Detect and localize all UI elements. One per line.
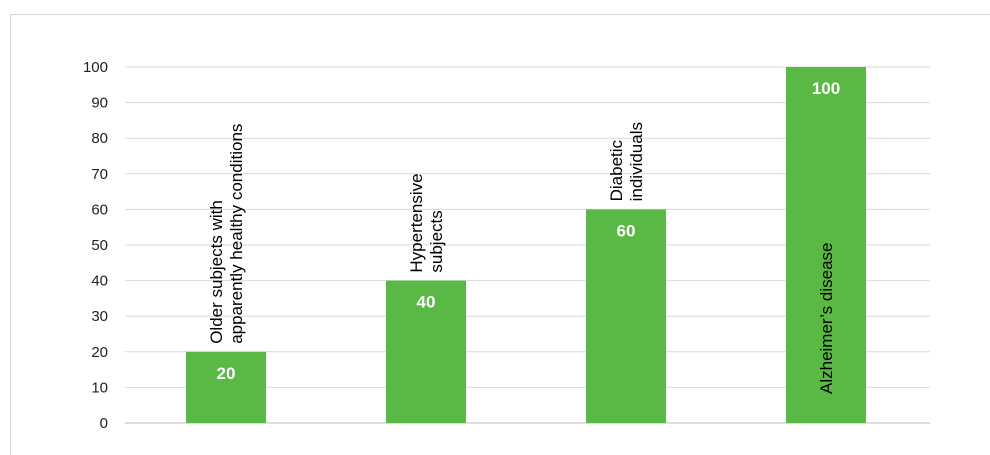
y-tick-label: 10 <box>91 379 108 396</box>
category-label: apparently healthy conditions <box>227 124 246 344</box>
y-tick-label: 70 <box>91 166 108 183</box>
data-label: 60 <box>617 221 636 240</box>
y-tick-label: 50 <box>91 237 108 254</box>
y-tick-label: 30 <box>91 308 108 325</box>
y-tick-label: 40 <box>91 273 108 290</box>
category-label: subjects <box>427 210 446 272</box>
bar <box>186 351 266 423</box>
data-label: 20 <box>217 364 236 383</box>
bars: 20 40 60 100 <box>186 67 866 423</box>
bar <box>786 67 866 423</box>
category-label: Alzheimer’s disease <box>817 243 836 395</box>
data-label: 40 <box>417 293 436 312</box>
y-axis-tick-labels: 0 10 20 30 40 50 60 70 80 90 100 <box>83 59 108 432</box>
chart-frame <box>10 14 990 455</box>
data-label: 100 <box>812 79 840 98</box>
bar <box>386 280 466 423</box>
category-labels: Older subjects with apparently healthy co… <box>207 122 836 394</box>
category-label: Older subjects with <box>207 200 226 344</box>
y-tick-label: 100 <box>83 59 108 76</box>
category-label: individuals <box>627 122 646 201</box>
category-label: Hypertensive <box>407 173 426 272</box>
y-tick-label: 20 <box>91 344 108 361</box>
y-tick-label: 80 <box>91 130 108 147</box>
y-tick-label: 90 <box>91 95 108 112</box>
bar <box>586 209 666 423</box>
y-tick-label: 0 <box>100 415 108 432</box>
y-tick-label: 60 <box>91 201 108 218</box>
category-label: Diabetic <box>607 139 626 201</box>
